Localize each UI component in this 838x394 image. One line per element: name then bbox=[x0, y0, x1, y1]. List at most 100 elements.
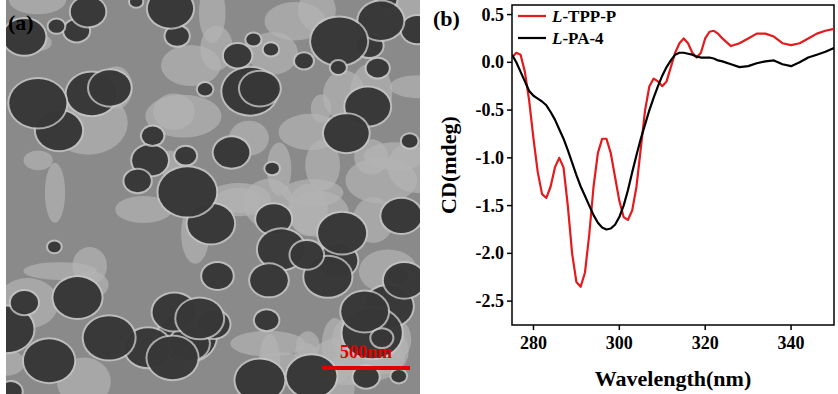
pore-rim bbox=[222, 42, 254, 69]
legend-swatch bbox=[518, 15, 546, 17]
legend-label-part: L bbox=[551, 29, 562, 48]
pore bbox=[24, 339, 74, 382]
grain bbox=[389, 75, 420, 98]
pore bbox=[235, 359, 284, 394]
pore-rim bbox=[174, 296, 225, 340]
pore-rim bbox=[238, 70, 282, 108]
pore-rim bbox=[6, 380, 24, 394]
pore bbox=[130, 0, 142, 7]
x-tick-label: 280 bbox=[520, 333, 547, 353]
pore-rim bbox=[288, 239, 325, 271]
pore-rim bbox=[400, 132, 420, 149]
legend-label: L-PA-4 bbox=[551, 29, 604, 48]
grain bbox=[153, 94, 195, 130]
pore bbox=[71, 0, 106, 26]
pore bbox=[367, 59, 389, 78]
y-axis-label: CD(mdeg) bbox=[436, 116, 461, 214]
pore bbox=[391, 370, 406, 383]
y-tick-label: -2.0 bbox=[476, 243, 505, 263]
y-tick-label: 0.0 bbox=[482, 52, 505, 72]
plot-frame bbox=[512, 5, 834, 325]
y-tick-label: 0.5 bbox=[482, 5, 505, 25]
x-tick bbox=[790, 325, 792, 330]
micrograph bbox=[6, 0, 420, 394]
pore bbox=[250, 264, 288, 296]
legend-label-part: L bbox=[551, 7, 562, 26]
pore bbox=[290, 241, 323, 269]
pore bbox=[202, 263, 233, 289]
scale-bar-label: 500nm bbox=[340, 342, 392, 362]
pore-rim bbox=[263, 161, 281, 177]
pore-rim bbox=[51, 275, 103, 320]
pore-rim bbox=[339, 290, 390, 334]
pore bbox=[214, 137, 250, 167]
pore-rim bbox=[82, 314, 137, 361]
pore-rim bbox=[145, 334, 199, 381]
y-tick-label: -1.5 bbox=[476, 196, 505, 216]
pore bbox=[175, 147, 196, 165]
pore bbox=[11, 291, 38, 314]
pore-rim bbox=[9, 289, 40, 316]
pore-rim bbox=[233, 357, 286, 394]
pore-rim bbox=[293, 51, 315, 70]
pore bbox=[264, 43, 279, 55]
series-line bbox=[512, 48, 834, 229]
legend-label-part: -PA-4 bbox=[562, 29, 604, 48]
pore-rim bbox=[46, 239, 63, 254]
x-tick bbox=[619, 325, 621, 330]
y-tick bbox=[507, 62, 512, 64]
pore bbox=[176, 298, 223, 338]
legend-swatch bbox=[518, 37, 546, 39]
pore-rim bbox=[173, 145, 198, 167]
y-tick bbox=[507, 14, 512, 16]
pore-rim bbox=[156, 165, 218, 218]
pore bbox=[124, 170, 150, 192]
pore-rim bbox=[196, 81, 215, 97]
pore-rim bbox=[140, 125, 166, 147]
x-tick-label: 340 bbox=[778, 333, 805, 353]
pore bbox=[265, 163, 279, 175]
pore bbox=[324, 114, 369, 152]
legend-label: L-TPP-P bbox=[551, 7, 616, 26]
pore bbox=[311, 17, 367, 65]
pore bbox=[224, 44, 252, 67]
pore bbox=[9, 79, 66, 128]
pore bbox=[49, 19, 65, 32]
pore-rim bbox=[7, 77, 68, 130]
x-tick bbox=[533, 325, 535, 330]
pore bbox=[402, 134, 418, 147]
pore bbox=[384, 263, 420, 298]
micrograph-background bbox=[6, 0, 420, 394]
pore-rim bbox=[316, 211, 368, 256]
pore-rim bbox=[128, 0, 144, 9]
pore bbox=[48, 241, 61, 252]
pore-rim bbox=[285, 353, 339, 394]
pore-rim bbox=[22, 337, 76, 384]
y-tick-label: -1.0 bbox=[476, 148, 505, 168]
pore-rim bbox=[47, 17, 67, 34]
grain bbox=[24, 150, 53, 170]
x-tick bbox=[704, 325, 706, 330]
pore bbox=[198, 83, 213, 95]
pore bbox=[331, 61, 346, 74]
pore bbox=[246, 33, 260, 45]
panel-label: (b) bbox=[433, 6, 460, 31]
pore bbox=[89, 70, 131, 105]
y-tick bbox=[507, 157, 512, 159]
pore-rim bbox=[212, 135, 252, 169]
pore bbox=[147, 336, 197, 379]
plot-area bbox=[512, 29, 834, 287]
pore-rim bbox=[322, 112, 371, 154]
pore-rim bbox=[87, 68, 133, 107]
pore bbox=[381, 199, 420, 233]
pore-rim bbox=[122, 168, 152, 194]
y-tick bbox=[507, 205, 512, 207]
figure: 500nm(a)(b)280300320340-2.5-2.0-1.5-1.0-… bbox=[0, 0, 838, 394]
panel-label: (a) bbox=[8, 10, 34, 35]
pore bbox=[6, 382, 22, 394]
y-tick bbox=[507, 253, 512, 255]
series-line bbox=[512, 29, 834, 287]
pore-rim bbox=[365, 57, 391, 80]
pore-rim bbox=[200, 261, 235, 291]
pore bbox=[142, 127, 164, 145]
